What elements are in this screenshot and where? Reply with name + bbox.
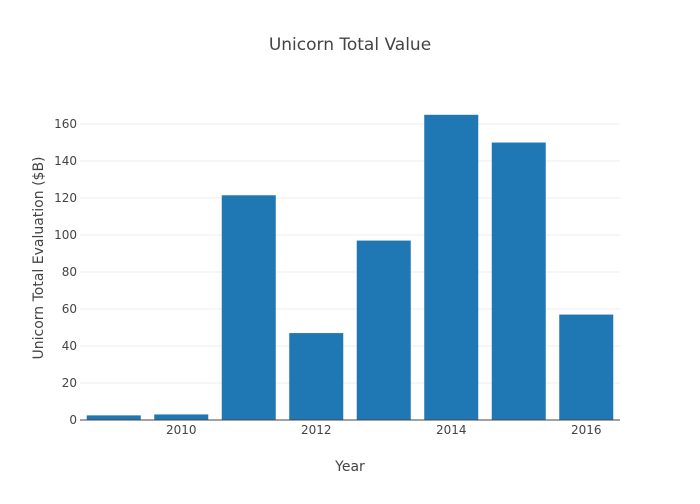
y-tick-label: 100 <box>54 228 77 242</box>
x-tick-labels: 2010 2012 2014 2016 <box>166 423 602 437</box>
bar[interactable] <box>559 314 614 420</box>
x-tick-label: 2014 <box>436 423 467 437</box>
y-tick-labels: 0 20 40 60 80 100 120 140 160 <box>54 117 77 427</box>
y-tick-label: 0 <box>69 413 77 427</box>
bar[interactable] <box>154 414 209 420</box>
bar[interactable] <box>424 114 479 420</box>
bar[interactable] <box>356 240 411 420</box>
y-tick-label: 80 <box>62 265 77 279</box>
y-tick-label: 60 <box>62 302 77 316</box>
x-axis-title: Year <box>334 459 365 475</box>
bar[interactable] <box>86 415 141 420</box>
chart-title: Unicorn Total Value <box>269 35 431 55</box>
bar[interactable] <box>491 142 546 421</box>
x-tick-label: 2012 <box>301 423 332 437</box>
y-tick-label: 40 <box>62 339 77 353</box>
x-tick-label: 2010 <box>166 423 197 437</box>
bar-layer <box>86 114 614 421</box>
y-tick-label: 20 <box>62 376 77 390</box>
x-tick-label: 2016 <box>571 423 602 437</box>
y-axis-title: Unicorn Total Evaluation ($B) <box>31 156 47 359</box>
bar[interactable] <box>289 333 344 420</box>
bar[interactable] <box>221 195 276 420</box>
y-tick-label: 160 <box>54 117 77 131</box>
y-tick-label: 140 <box>54 154 77 168</box>
y-tick-label: 120 <box>54 191 77 205</box>
